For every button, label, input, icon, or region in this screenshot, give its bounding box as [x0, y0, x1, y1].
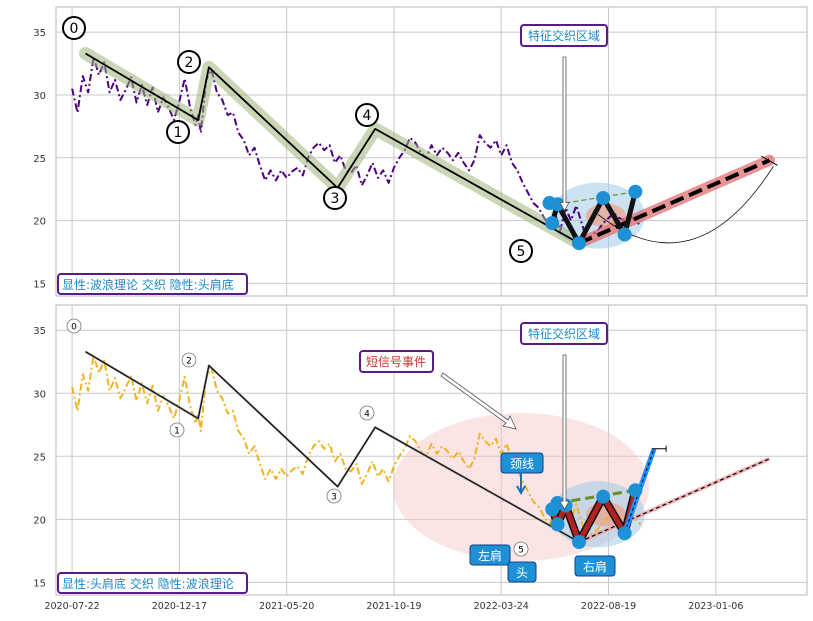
feature-callout-label: 特征交织区域: [528, 28, 600, 43]
wave-label: 3: [331, 493, 337, 503]
pattern-label-right-shoulder: 右肩: [583, 559, 607, 574]
signal-callout-label: 短信号事件: [366, 355, 426, 369]
pattern-marker: [628, 184, 643, 199]
plot-area: [55, 6, 808, 297]
wave-label: 5: [518, 546, 524, 556]
y-tick-label: 35: [33, 326, 46, 337]
y-tick-label: 20: [33, 217, 46, 228]
wave-label-circle: [66, 318, 82, 334]
neckline: [557, 191, 636, 205]
wave-label: 2: [186, 357, 192, 367]
neckline-label-arrow: [516, 473, 526, 496]
pattern-marker: [628, 483, 643, 498]
projection-band: [578, 456, 771, 544]
wave-label-circle: [359, 405, 375, 421]
projection-line: [578, 158, 771, 246]
pattern-marker: [617, 227, 632, 242]
wave-label-circle: [323, 186, 347, 210]
feature-callout-box: [520, 322, 608, 345]
y-tick-label: 30: [33, 91, 46, 102]
signal-callout-arrow: [440, 372, 517, 430]
y-tick-label: 35: [33, 28, 46, 39]
feature-callout-arrow: [559, 56, 570, 212]
pattern-marker: [596, 190, 611, 205]
wave-label: 0: [70, 21, 79, 37]
wave-label: 0: [71, 323, 77, 333]
pattern-marker: [572, 535, 587, 550]
breakout-cap: [652, 445, 667, 452]
wave-label: 1: [174, 427, 180, 437]
pattern-marker: [545, 216, 560, 231]
legend-box: [57, 273, 248, 295]
x-tick-label: 2020-12-17: [152, 601, 207, 612]
wave-label: 1: [174, 125, 183, 141]
pattern-label-box: [574, 555, 616, 577]
wave-label-circle: [513, 541, 529, 557]
feature-callout-box: [520, 24, 608, 47]
y-tick-label: 25: [33, 452, 46, 463]
x-tick-label: 2022-03-24: [474, 601, 529, 612]
feature-callout-label: 特征交织区域: [528, 326, 600, 341]
wave-label-circle: [177, 50, 201, 74]
x-tick-label: 2020-07-22: [44, 601, 99, 612]
price-line: [71, 354, 642, 541]
wave-label: 4: [364, 410, 370, 420]
y-tick-label: 25: [33, 154, 46, 165]
pattern-marker: [572, 236, 587, 251]
x-tick-label: 2023-01-06: [688, 601, 743, 612]
pattern-marker: [550, 517, 565, 532]
projection-tick: [761, 155, 778, 166]
wave-label-circle: [62, 16, 86, 40]
x-tick-label: 2021-10-19: [366, 601, 421, 612]
y-tick-label: 15: [33, 578, 46, 589]
wave-label-circle: [355, 103, 379, 127]
pattern-marker: [550, 495, 565, 510]
wave-label: 2: [185, 55, 194, 71]
pattern-label-box: [469, 544, 511, 566]
feature-callout-arrow: [559, 354, 570, 511]
wave-label: 3: [331, 191, 340, 207]
pattern-marker: [542, 196, 557, 211]
legend-label: 显性:波浪理论 交织 隐性:头肩底: [62, 277, 234, 292]
breakout-line: [624, 448, 655, 534]
wave-line: [85, 351, 580, 543]
signal-callout-box: [359, 350, 434, 373]
wave-label: 4: [363, 108, 372, 124]
wave-label-circle: [169, 422, 185, 438]
legend-label: 显性:头肩底 交织 隐性:波浪理论: [62, 576, 234, 591]
wave-label-circle: [181, 352, 197, 368]
y-tick-label: 20: [33, 515, 46, 526]
pattern-label-left-shoulder: 左肩: [478, 548, 502, 563]
pattern-label-head: 头: [516, 566, 528, 580]
y-tick-label: 15: [33, 279, 46, 290]
wave-line: [85, 52, 580, 244]
wave-label-circle: [166, 120, 190, 144]
pattern-marker: [596, 489, 611, 504]
x-tick-label: 2022-08-19: [581, 601, 636, 612]
pattern-label-neckline: 颈线: [510, 457, 534, 471]
wave-label: 5: [517, 244, 526, 260]
legend-box: [57, 572, 248, 594]
pattern-label-box: [507, 561, 537, 583]
wave-label-circle: [326, 488, 342, 504]
y-tick-label: 30: [33, 389, 46, 400]
x-tick-label: 2021-05-20: [259, 601, 314, 612]
wave-label-circle: [509, 239, 533, 263]
pattern-marker: [617, 526, 632, 541]
